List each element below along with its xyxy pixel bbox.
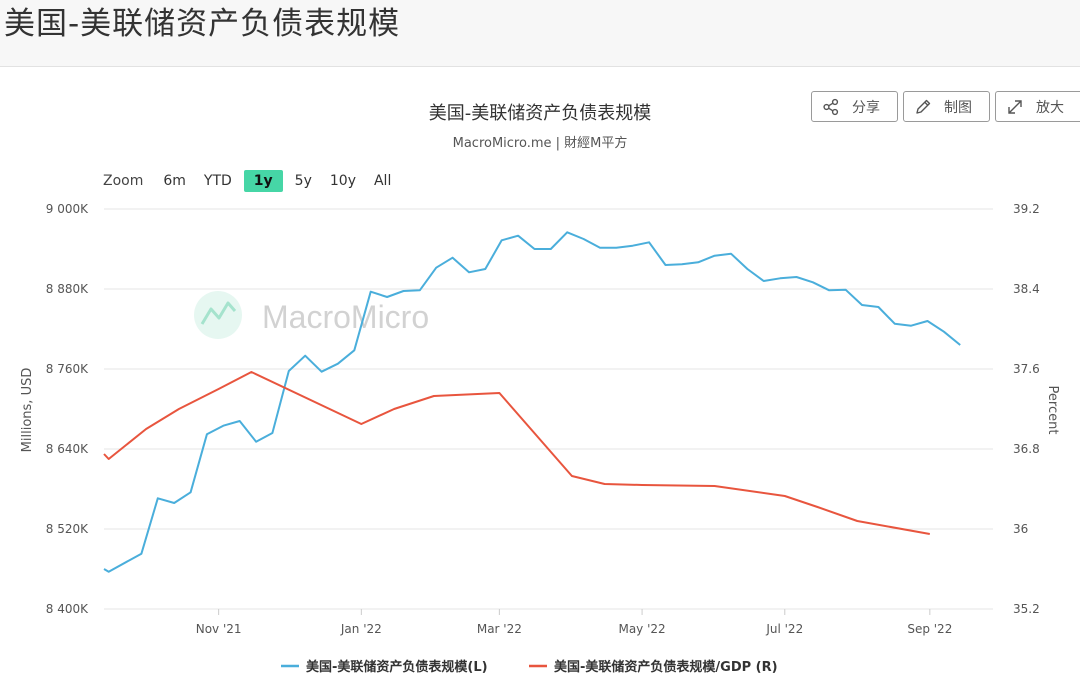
draw-label: 制图	[944, 99, 972, 116]
legend-item-right-series[interactable]: 美国-美联储资产负债表规模/GDP (R)	[529, 659, 778, 675]
y-left-tick-label: 8 760K	[46, 362, 89, 376]
draw-button[interactable]: 制图	[903, 91, 990, 122]
x-tick-label: Jul '22	[765, 622, 803, 636]
zoom-10y-button[interactable]: 10y	[329, 173, 356, 189]
expand-label: 放大	[1036, 99, 1064, 116]
zoom-ytd-button[interactable]: YTD	[203, 173, 232, 189]
share-button[interactable]: 分享	[811, 91, 898, 122]
expand-icon	[1006, 98, 1024, 116]
x-tick-label: Nov '21	[196, 622, 242, 636]
y-left-axis-title: Millions, USD	[20, 368, 35, 453]
chart-card: 美国-美联储资产负债表规模 MacroMicro.me | 財經M平方 分享 制…	[0, 67, 1080, 680]
y-right-tick-label: 39.2	[1013, 202, 1040, 216]
page-header: 美国-美联储资产负债表规模	[0, 0, 1080, 67]
x-tick-label: Sep '22	[907, 622, 952, 636]
share-icon	[822, 98, 840, 116]
y-right-axis-title: Percent	[1045, 386, 1060, 435]
series-line-right[interactable]	[103, 371, 930, 535]
zoom-6m-button[interactable]: 6m	[163, 173, 186, 189]
grid-lines	[104, 208, 993, 610]
expand-button[interactable]: 放大	[995, 91, 1080, 122]
legend: 美国-美联储资产负债表规模(L) 美国-美联储资产负债表规模/GDP (R)	[281, 659, 778, 675]
zoom-label: Zoom	[103, 173, 144, 189]
axis-ticks: 8 400K 8 520K 8 640K 8 760K 8 880K 9 000K 35.2…	[46, 202, 1040, 636]
y-left-tick-label: 9 000K	[46, 202, 89, 216]
series-line-left[interactable]	[103, 231, 961, 573]
page-title: 美国-美联储资产负债表规模	[4, 6, 401, 42]
zoom-5y-button[interactable]: 5y	[294, 173, 312, 189]
y-right-tick-label: 35.2	[1013, 602, 1040, 616]
zoom-range-selector: Zoom 6m YTD 1y 5y 10y All	[103, 168, 403, 194]
y-right-tick-label: 37.6	[1013, 362, 1040, 376]
y-right-tick-label: 36.8	[1013, 442, 1040, 456]
x-tick-label: Mar '22	[477, 622, 522, 636]
y-right-tick-label: 36	[1013, 522, 1028, 536]
share-label: 分享	[852, 99, 880, 116]
watermark: MacroMicro	[194, 291, 429, 339]
legend-label-left: 美国-美联储资产负债表规模(L)	[306, 659, 488, 675]
y-left-tick-label: 8 640K	[46, 442, 89, 456]
x-tick-label: Jan '22	[340, 622, 382, 636]
watermark-logo-line	[200, 301, 237, 325]
y-left-tick-label: 8 520K	[46, 522, 89, 536]
chart-subtitle: MacroMicro.me | 財經M平方	[452, 136, 628, 151]
y-right-tick-label: 38.4	[1013, 282, 1040, 296]
legend-item-left-series[interactable]: 美国-美联储资产负债表规模(L)	[281, 659, 488, 675]
x-tick-label: May '22	[618, 622, 665, 636]
zoom-all-button[interactable]: All	[373, 173, 392, 189]
pencil-icon	[914, 98, 932, 116]
legend-label-right: 美国-美联储资产负债表规模/GDP (R)	[554, 659, 778, 675]
zoom-1y-button[interactable]: 1y	[243, 170, 283, 192]
series-lines	[103, 231, 961, 573]
watermark-text: MacroMicro	[262, 299, 429, 335]
y-left-tick-label: 8 880K	[46, 282, 89, 296]
y-left-tick-label: 8 400K	[46, 602, 89, 616]
chart-title: 美国-美联储资产负债表规模	[428, 103, 652, 124]
